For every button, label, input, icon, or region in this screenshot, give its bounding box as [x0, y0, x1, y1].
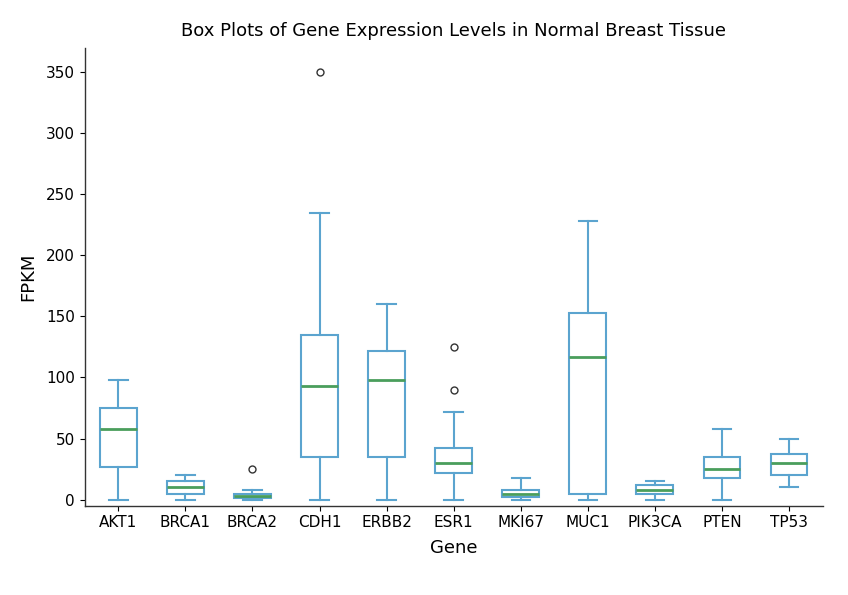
PathPatch shape [771, 455, 807, 475]
Title: Box Plots of Gene Expression Levels in Normal Breast Tissue: Box Plots of Gene Expression Levels in N… [181, 23, 726, 40]
PathPatch shape [100, 408, 137, 466]
PathPatch shape [704, 457, 740, 478]
PathPatch shape [569, 313, 606, 493]
PathPatch shape [637, 485, 673, 493]
Y-axis label: FPKM: FPKM [20, 252, 38, 301]
PathPatch shape [301, 335, 338, 457]
PathPatch shape [502, 490, 539, 497]
PathPatch shape [435, 448, 472, 473]
PathPatch shape [167, 481, 204, 493]
PathPatch shape [368, 350, 405, 457]
PathPatch shape [234, 493, 271, 499]
X-axis label: Gene: Gene [430, 539, 477, 557]
